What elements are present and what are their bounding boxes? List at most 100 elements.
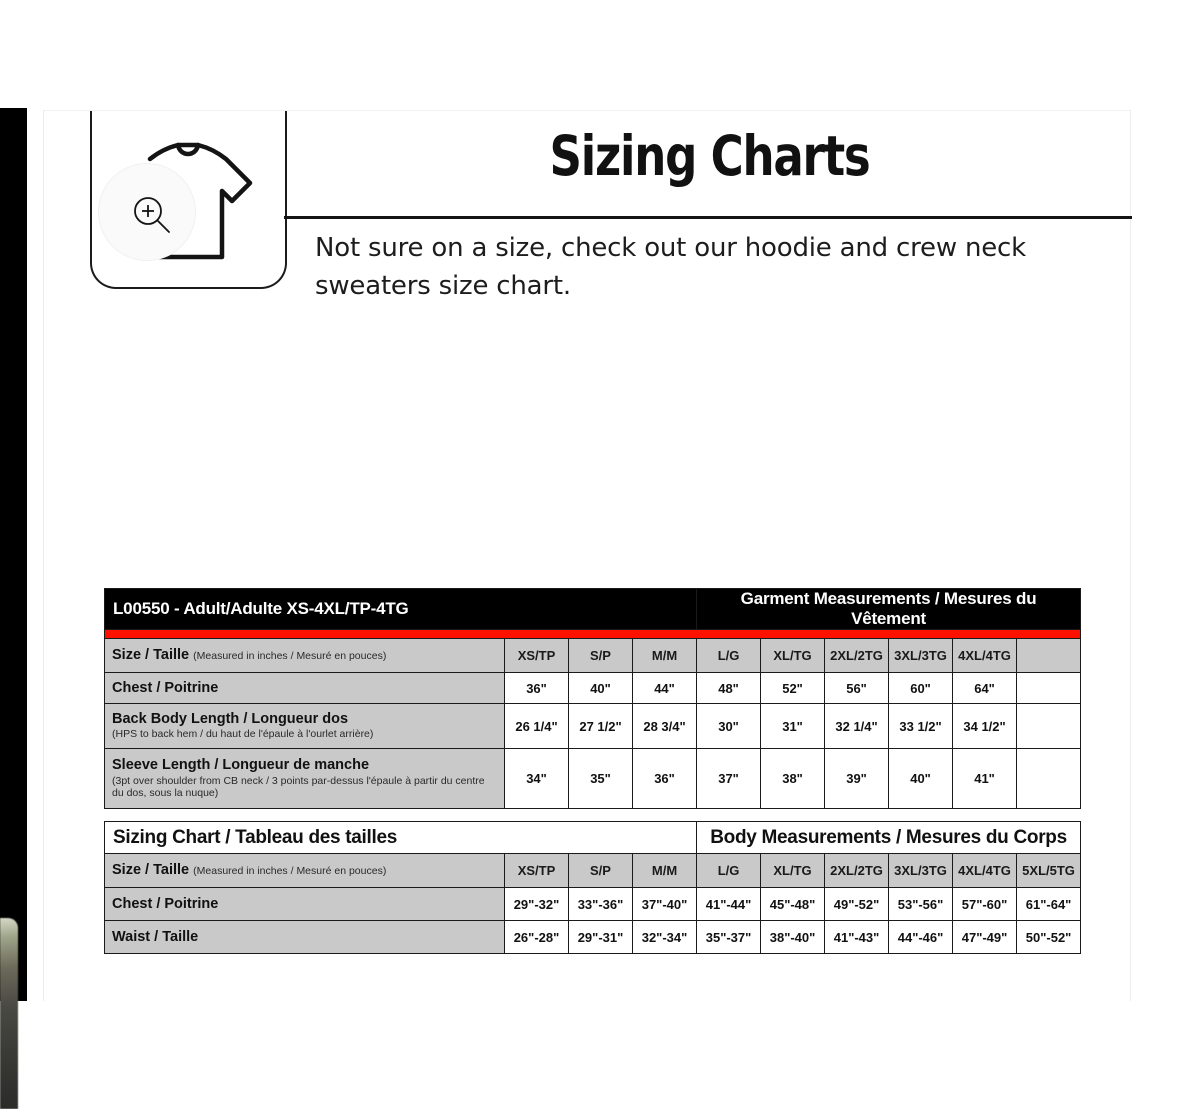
- body-row-0-val-7: 57"-60": [952, 887, 1018, 921]
- garment-col-5: 2XL/2TG: [824, 638, 890, 673]
- garment-row-1-val-4: 31": [760, 703, 826, 749]
- body-col-6: 3XL/3TG: [888, 853, 954, 888]
- garment-row-2-val-4: 38": [760, 748, 826, 809]
- body-measurements-table: Sizing Chart / Tableau des tailles Body …: [103, 821, 1082, 954]
- title-area: Sizing Charts: [287, 111, 1132, 221]
- garment-row-2-val-5: 39": [824, 748, 890, 809]
- garment-row-2-val-7: 41": [952, 748, 1018, 809]
- garment-row-2-val-3: 37": [696, 748, 762, 809]
- garment-size-note: (Measured in inches / Mesuré en pouces): [193, 650, 387, 663]
- body-row-0-val-4: 45"-48": [760, 887, 826, 921]
- body-size-label: Size / Taille: [112, 862, 190, 879]
- garment-row-2-label-cell: Sleeve Length / Longueur de manche (3pt …: [104, 748, 505, 809]
- garment-col-4: XL/TG: [760, 638, 826, 673]
- body-row-0-val-6: 53"-56": [888, 887, 954, 921]
- body-row-1-val-4: 38"-40": [760, 920, 826, 954]
- body-row-1-val-8: 50"-52": [1016, 920, 1082, 954]
- page-title: Sizing Charts: [549, 124, 870, 188]
- garment-row-1-val-7: 34 1/2": [952, 703, 1018, 749]
- accent-stripe-row: [103, 629, 1082, 639]
- garment-col-7: 4XL/4TG: [952, 638, 1018, 673]
- title-divider: [284, 216, 1132, 219]
- garment-col-0: XS/TP: [504, 638, 569, 673]
- body-row-0-val-2: 37"-40": [631, 887, 698, 921]
- table-row: Waist / Taille 26"-28" 29"-31" 32"-34" 3…: [104, 920, 1082, 954]
- garment-row-1-val-8-blank: [1016, 703, 1082, 749]
- body-col-8: 5XL/5TG: [1016, 853, 1082, 888]
- garment-row-0-val-0: 36": [504, 672, 569, 704]
- garment-row-2-val-0: 34": [504, 748, 569, 809]
- product-thumbnail-box[interactable]: [90, 111, 287, 289]
- garment-row-0-label-cell: Chest / Poitrine: [104, 672, 505, 704]
- red-accent-stripe: [103, 629, 1082, 639]
- left-dark-rail: [0, 108, 27, 1109]
- body-row-0-label-cell: Chest / Poitrine: [104, 887, 505, 921]
- garment-size-label: Size / Taille: [112, 647, 190, 664]
- garment-row-1-label: Back Body Length / Longueur dos: [112, 710, 349, 727]
- body-col-3: L/G: [696, 853, 762, 888]
- table-banner-row: L00550 - Adult/Adulte XS-4XL/TP-4TG Garm…: [103, 588, 1082, 630]
- body-banner-right: Body Measurements / Mesures du Corps: [696, 821, 1082, 854]
- body-row-0-val-0: 29"-32": [504, 887, 569, 921]
- body-row-1-val-5: 41"-43": [824, 920, 890, 954]
- table-header-row: Size / Taille (Measured in inches / Mesu…: [104, 853, 1082, 888]
- thumbnail-image-preview[interactable]: [0, 918, 18, 1109]
- body-row-1-label-cell: Waist / Taille: [104, 920, 505, 954]
- body-col-4: XL/TG: [760, 853, 826, 888]
- garment-row-0-val-6: 60": [888, 672, 954, 704]
- body-row-1-val-0: 26"-28": [504, 920, 569, 954]
- body-row-1-label: Waist / Taille: [112, 928, 199, 945]
- rail-gutter: [27, 108, 43, 1001]
- body-col-0: XS/TP: [504, 853, 569, 888]
- body-row-1-val-7: 47"-49": [952, 920, 1018, 954]
- body-row-0-val-8: 61"-64": [1016, 887, 1082, 921]
- garment-row-1-val-5: 32 1/4": [824, 703, 890, 749]
- garment-row-0-label: Chest / Poitrine: [112, 679, 219, 696]
- body-row-1-val-2: 32"-34": [631, 920, 698, 954]
- garment-row-2-val-6: 40": [888, 748, 954, 809]
- table-row: Sleeve Length / Longueur de manche (3pt …: [104, 748, 1082, 809]
- garment-col-3: L/G: [696, 638, 762, 673]
- garment-row-2-val-8-blank: [1016, 748, 1082, 809]
- body-row-0-label: Chest / Poitrine: [112, 895, 219, 912]
- magnifier-plus-icon: [134, 197, 170, 233]
- table-row: Chest / Poitrine 36" 40" 44" 48" 52" 56"…: [104, 672, 1082, 704]
- garment-row-0-val-1: 40": [568, 672, 633, 704]
- sizing-chart-card: Sizing Charts Not sure on a size, check …: [43, 110, 1132, 1001]
- garment-row-2-label: Sleeve Length / Longueur de manche: [112, 756, 370, 773]
- body-col-2: M/M: [631, 853, 698, 888]
- table-header-row: Size / Taille (Measured in inches / Mesu…: [104, 638, 1082, 673]
- body-col-5: 2XL/2TG: [824, 853, 890, 888]
- garment-row-1-val-3: 30": [696, 703, 762, 749]
- body-row-0-val-1: 33"-36": [568, 887, 633, 921]
- garment-row-2-val-1: 35": [568, 748, 633, 809]
- zoom-hover-circle[interactable]: [98, 163, 196, 261]
- garment-col-6: 3XL/3TG: [888, 638, 954, 673]
- garment-row-2-sub: (3pt over shoulder from CB neck / 3 poin…: [112, 774, 485, 800]
- garment-banner-right: Garment Measurements / Mesures du Vêteme…: [696, 588, 1082, 630]
- garment-col-2: M/M: [631, 638, 698, 673]
- body-size-label-cell: Size / Taille (Measured in inches / Mesu…: [104, 853, 505, 888]
- body-col-7: 4XL/4TG: [952, 853, 1018, 888]
- header-subtitle: Not sure on a size, check out our hoodie…: [315, 233, 1027, 302]
- body-size-note: (Measured in inches / Mesuré en pouces): [193, 865, 387, 878]
- body-row-0-val-5: 49"-52": [824, 887, 890, 921]
- body-row-1-val-1: 29"-31": [568, 920, 633, 954]
- garment-row-0-val-4: 52": [760, 672, 826, 704]
- garment-row-1-sub: (HPS to back hem / du haut de l'épaule à…: [112, 728, 374, 741]
- garment-row-1-label-cell: Back Body Length / Longueur dos (HPS to …: [104, 703, 505, 749]
- garment-row-2-val-2: 36": [631, 748, 698, 809]
- garment-row-1-val-1: 27 1/2": [568, 703, 633, 749]
- body-row-1-val-3: 35"-37": [696, 920, 762, 954]
- garment-col-8-blank: [1016, 638, 1082, 673]
- garment-row-0-val-7: 64": [952, 672, 1018, 704]
- table-row: Chest / Poitrine 29"-32" 33"-36" 37"-40"…: [104, 887, 1082, 921]
- garment-banner-left: L00550 - Adult/Adulte XS-4XL/TP-4TG: [103, 588, 698, 630]
- garment-row-1-val-2: 28 3/4": [631, 703, 698, 749]
- garment-row-1-val-6: 33 1/2": [888, 703, 954, 749]
- garment-row-0-val-3: 48": [696, 672, 762, 704]
- garment-row-0-val-2: 44": [631, 672, 698, 704]
- table-banner-row: Sizing Chart / Tableau des tailles Body …: [103, 821, 1082, 854]
- garment-col-1: S/P: [568, 638, 633, 673]
- garment-measurements-table: L00550 - Adult/Adulte XS-4XL/TP-4TG Garm…: [103, 588, 1082, 809]
